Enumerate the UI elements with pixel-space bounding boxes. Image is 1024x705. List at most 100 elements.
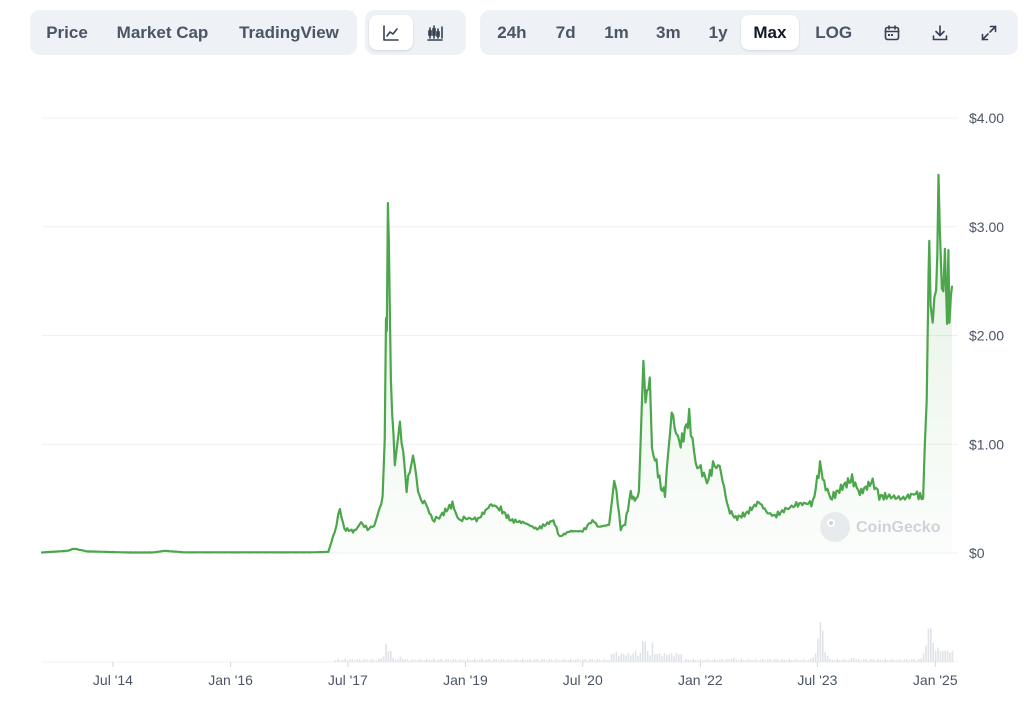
volume-bar bbox=[510, 659, 512, 662]
volume-bar bbox=[404, 659, 406, 662]
volume-bar bbox=[716, 660, 718, 662]
volume-bar bbox=[478, 659, 481, 662]
volume-bar bbox=[644, 641, 646, 662]
volume-bar bbox=[668, 654, 670, 662]
volume-bar bbox=[526, 659, 529, 662]
calendar-icon[interactable] bbox=[869, 15, 917, 50]
chart-style-toggle bbox=[365, 10, 466, 55]
y-tick-label: $1.00 bbox=[969, 436, 1004, 452]
volume-bar bbox=[464, 660, 466, 662]
volume-bar bbox=[778, 660, 781, 662]
volume-bar bbox=[385, 643, 387, 662]
volume-bar bbox=[440, 659, 442, 662]
volume-bar bbox=[438, 659, 440, 662]
volume-bar bbox=[692, 658, 694, 662]
volume-bar bbox=[476, 660, 478, 662]
x-tick-label: Jul '14 bbox=[93, 672, 133, 688]
range-max[interactable]: Max bbox=[741, 15, 799, 50]
volume-bar bbox=[786, 660, 788, 662]
volume-bar bbox=[889, 660, 891, 662]
volume-bar bbox=[728, 659, 730, 662]
volume-bar bbox=[752, 660, 754, 662]
volume-bar bbox=[702, 660, 704, 662]
chart-gridlines bbox=[42, 117, 958, 663]
line-chart-icon[interactable] bbox=[369, 15, 413, 50]
volume-bar bbox=[807, 659, 810, 662]
volume-bar bbox=[704, 660, 706, 662]
volume-bar bbox=[826, 655, 829, 662]
volume-bar bbox=[562, 658, 565, 662]
volume-bars bbox=[334, 622, 954, 662]
volume-bar bbox=[726, 659, 728, 662]
volume-bar bbox=[759, 659, 762, 662]
volume-bar bbox=[349, 659, 351, 662]
volume-bar bbox=[548, 659, 550, 662]
volume-bar bbox=[394, 659, 397, 662]
x-tick-label: Jan '16 bbox=[208, 672, 253, 688]
volume-bar bbox=[517, 660, 519, 662]
tab-market-cap[interactable]: Market Cap bbox=[116, 22, 209, 42]
volume-bar bbox=[555, 658, 558, 662]
volume-bar bbox=[867, 660, 870, 662]
volume-bar bbox=[834, 660, 836, 662]
volume-bar bbox=[798, 660, 800, 662]
volume-bar bbox=[937, 647, 939, 662]
volume-bar bbox=[375, 660, 378, 662]
range-3m[interactable]: 3m bbox=[656, 22, 681, 42]
volume-bar bbox=[793, 660, 795, 662]
volume-bar bbox=[507, 658, 510, 662]
tab-price[interactable]: Price bbox=[46, 22, 88, 42]
download-icon[interactable] bbox=[916, 15, 964, 50]
range-24h[interactable]: 24h bbox=[497, 22, 527, 42]
volume-bar bbox=[339, 660, 342, 662]
volume-bar bbox=[442, 660, 445, 662]
volume-bar bbox=[358, 659, 361, 662]
volume-bar bbox=[402, 659, 404, 662]
volume-bar bbox=[608, 660, 610, 662]
volume-bar bbox=[498, 660, 500, 662]
range-7d[interactable]: 7d bbox=[555, 22, 576, 42]
volume-bar bbox=[634, 650, 637, 662]
volume-bar bbox=[846, 660, 848, 662]
candlestick-chart-icon[interactable] bbox=[413, 15, 457, 50]
volume-bar bbox=[951, 650, 954, 662]
volume-bar bbox=[435, 660, 438, 662]
volume-bar bbox=[546, 660, 548, 662]
volume-bar bbox=[344, 658, 346, 662]
volume-bar bbox=[550, 659, 553, 662]
volume-bar bbox=[572, 660, 574, 662]
volume-bar bbox=[723, 660, 726, 662]
volume-bar bbox=[625, 655, 627, 662]
volume-bar bbox=[675, 653, 678, 662]
volume-bar bbox=[776, 659, 778, 662]
volume-bar bbox=[416, 660, 418, 662]
volume-bar bbox=[658, 653, 661, 662]
volume-bar bbox=[754, 658, 757, 662]
tab-tradingview[interactable]: TradingView bbox=[239, 22, 339, 42]
volume-bar bbox=[354, 660, 356, 662]
volume-bar bbox=[805, 660, 807, 662]
volume-bar bbox=[838, 660, 841, 662]
volume-bar bbox=[584, 659, 586, 662]
range-1y[interactable]: 1y bbox=[708, 22, 728, 42]
volume-bar bbox=[426, 658, 428, 662]
volume-bar bbox=[368, 660, 370, 662]
volume-bar bbox=[565, 660, 567, 662]
volume-bar bbox=[841, 660, 843, 662]
volume-bar bbox=[718, 659, 721, 662]
volume-bar bbox=[819, 622, 822, 662]
volume-bar bbox=[589, 659, 591, 662]
volume-bar bbox=[913, 659, 915, 662]
volume-bar bbox=[884, 658, 886, 662]
volume-bar bbox=[370, 658, 373, 662]
volume-bar bbox=[488, 659, 490, 662]
volume-bar bbox=[742, 659, 745, 662]
log-scale-toggle[interactable]: LOG bbox=[815, 22, 853, 42]
expand-icon[interactable] bbox=[964, 15, 1014, 50]
volume-bar bbox=[699, 658, 702, 662]
volume-bar bbox=[735, 659, 738, 662]
coingecko-watermark: CoinGecko bbox=[820, 512, 941, 542]
range-1m[interactable]: 1m bbox=[604, 22, 629, 42]
volume-bar bbox=[903, 659, 906, 662]
volume-bar bbox=[594, 660, 596, 662]
